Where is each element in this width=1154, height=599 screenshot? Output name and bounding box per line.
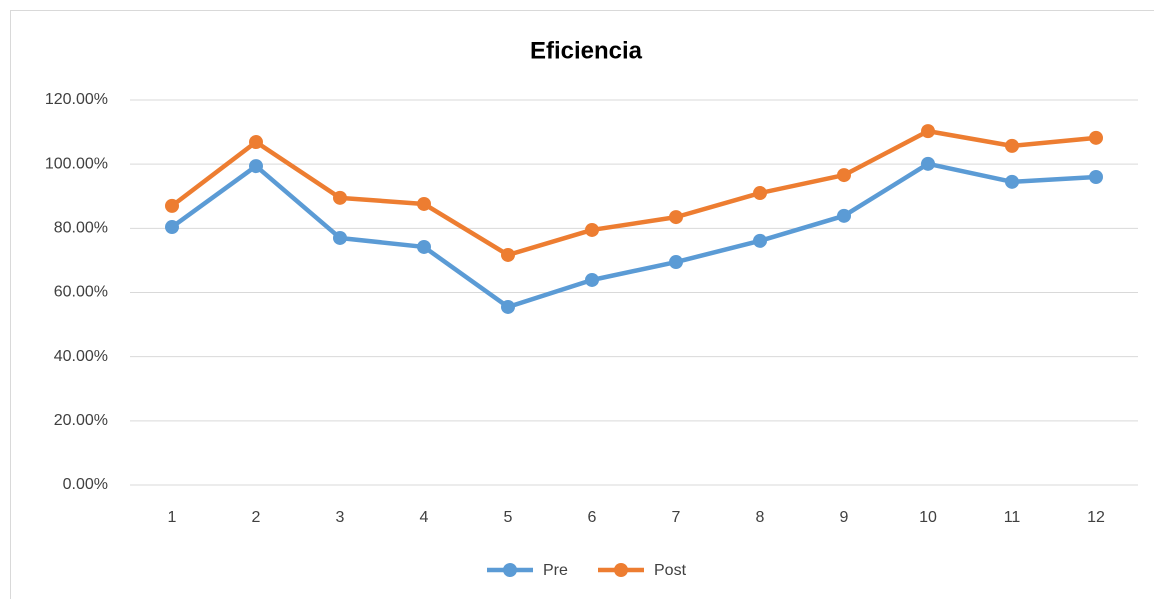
y-tick-label: 20.00% xyxy=(54,412,108,429)
x-tick-label: 6 xyxy=(588,509,597,526)
legend-label: Post xyxy=(654,562,687,579)
legend-label: Pre xyxy=(543,562,568,579)
series-line xyxy=(170,161,1097,310)
data-point xyxy=(249,135,263,150)
x-tick-label: 12 xyxy=(1087,509,1105,526)
legend-marker xyxy=(614,563,628,577)
data-point xyxy=(333,230,347,245)
data-point xyxy=(753,186,767,201)
data-point xyxy=(333,190,347,205)
y-tick-label: 60.00% xyxy=(54,284,108,301)
data-point xyxy=(1005,174,1019,189)
data-point xyxy=(837,208,851,223)
data-point xyxy=(585,272,599,287)
legend-marker xyxy=(503,563,517,577)
y-tick-label: 100.00% xyxy=(45,155,108,172)
series-line xyxy=(170,128,1097,258)
x-tick-label: 4 xyxy=(420,509,429,526)
data-point xyxy=(249,159,263,174)
data-point xyxy=(585,222,599,237)
x-tick-label: 1 xyxy=(168,509,177,526)
data-point xyxy=(669,255,683,270)
data-point xyxy=(501,247,515,262)
data-point xyxy=(669,210,683,225)
y-tick-label: 0.00% xyxy=(63,476,108,493)
y-tick-label: 40.00% xyxy=(54,348,108,365)
data-point xyxy=(501,299,515,314)
data-point xyxy=(921,156,935,171)
x-tick-label: 7 xyxy=(672,509,681,526)
x-tick-label: 9 xyxy=(840,509,849,526)
chart-frame xyxy=(10,10,1154,599)
x-tick-label: 10 xyxy=(919,509,937,526)
data-point xyxy=(165,198,179,213)
data-point xyxy=(1089,170,1103,184)
data-point xyxy=(921,124,935,139)
x-tick-label: 11 xyxy=(1004,509,1021,526)
x-tick-label: 3 xyxy=(336,509,345,526)
y-tick-label: 80.00% xyxy=(54,220,108,237)
data-point xyxy=(165,220,179,235)
chart-title: Eficiencia xyxy=(530,37,643,64)
data-point xyxy=(417,196,431,211)
data-point xyxy=(417,239,431,254)
data-point xyxy=(753,233,767,248)
x-tick-label: 8 xyxy=(756,509,765,526)
x-tick-label: 5 xyxy=(504,509,513,526)
x-tick-label: 2 xyxy=(252,509,261,526)
data-point xyxy=(837,168,851,183)
data-point xyxy=(1089,130,1103,145)
data-point xyxy=(1005,138,1019,153)
y-tick-label: 120.00% xyxy=(45,91,108,108)
